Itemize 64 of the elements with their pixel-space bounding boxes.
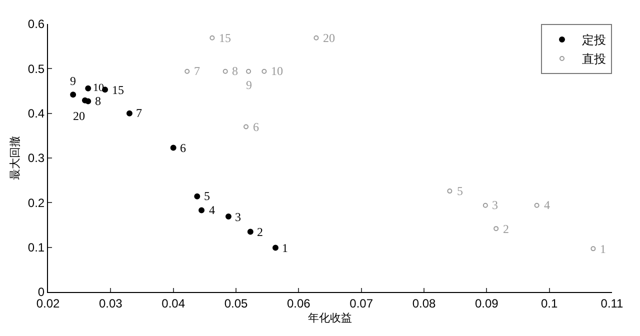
x-tick-label: 0.11 [600, 296, 624, 310]
annotation: 1 [600, 242, 606, 256]
annotation: 8 [232, 64, 238, 78]
annotation: 3 [492, 198, 498, 212]
y-tick-label: 0.2 [28, 196, 45, 210]
x-tick-label: 0.04 [162, 296, 186, 310]
point [590, 246, 596, 252]
x-tick-label: 0.05 [224, 296, 248, 310]
y-tick-label: 0.4 [28, 106, 45, 121]
y-axis-title: 最大回撤 [8, 136, 22, 180]
y-tick-label: 0.5 [28, 62, 45, 76]
annotation: 5 [457, 184, 463, 198]
point [247, 228, 254, 235]
point [447, 188, 452, 194]
legend-label: 直投 [582, 52, 606, 66]
x-tick-label: 0.06 [286, 296, 311, 310]
annotation: 20 [323, 31, 335, 45]
point [244, 124, 249, 130]
x-tick-label: 0.03 [98, 296, 123, 310]
point [85, 85, 92, 92]
point [262, 68, 267, 74]
point [222, 68, 228, 74]
point [534, 202, 540, 208]
x-tick-label: 0.1 [540, 296, 558, 310]
point [194, 193, 200, 200]
annotation: 6 [253, 120, 259, 134]
annotation: 3 [235, 210, 241, 224]
annotation: 10 [271, 64, 283, 78]
point [272, 244, 278, 251]
annotation: 6 [180, 141, 186, 155]
point [225, 214, 232, 220]
y-tick-label: 0.3 [28, 151, 45, 166]
annotation: 15 [219, 31, 231, 45]
point [198, 207, 205, 214]
annotation: 5 [204, 189, 210, 203]
point [246, 68, 252, 74]
point [170, 144, 176, 151]
point [210, 35, 215, 40]
annotation: 2 [503, 222, 509, 236]
annotation: 7 [194, 64, 200, 78]
annotation: 7 [136, 106, 142, 120]
annotation: 15 [112, 83, 124, 97]
point [82, 97, 88, 104]
legend-label: 定投 [582, 33, 606, 48]
x-axis-title: 年化收益 [308, 312, 352, 325]
annotation: 1 [282, 241, 288, 255]
annotation: 20 [73, 109, 85, 123]
y-tick-label: 0.6 [28, 17, 45, 32]
annotation: 8 [95, 94, 101, 108]
y-tick-label: 0.1 [28, 240, 45, 255]
point [184, 68, 190, 74]
point [126, 110, 132, 116]
x-tick-label: 0.08 [412, 296, 436, 310]
x-tick-label: 0.09 [474, 296, 499, 310]
point [482, 202, 488, 208]
annotation: 2 [257, 225, 263, 239]
annotation: 4 [209, 203, 215, 217]
annotation: 9 [246, 78, 252, 92]
annotation: 9 [70, 74, 76, 88]
point [314, 35, 319, 40]
annotation: 4 [544, 198, 550, 212]
point [70, 92, 76, 98]
point [494, 226, 499, 232]
x-tick-label: 0.07 [350, 296, 374, 310]
